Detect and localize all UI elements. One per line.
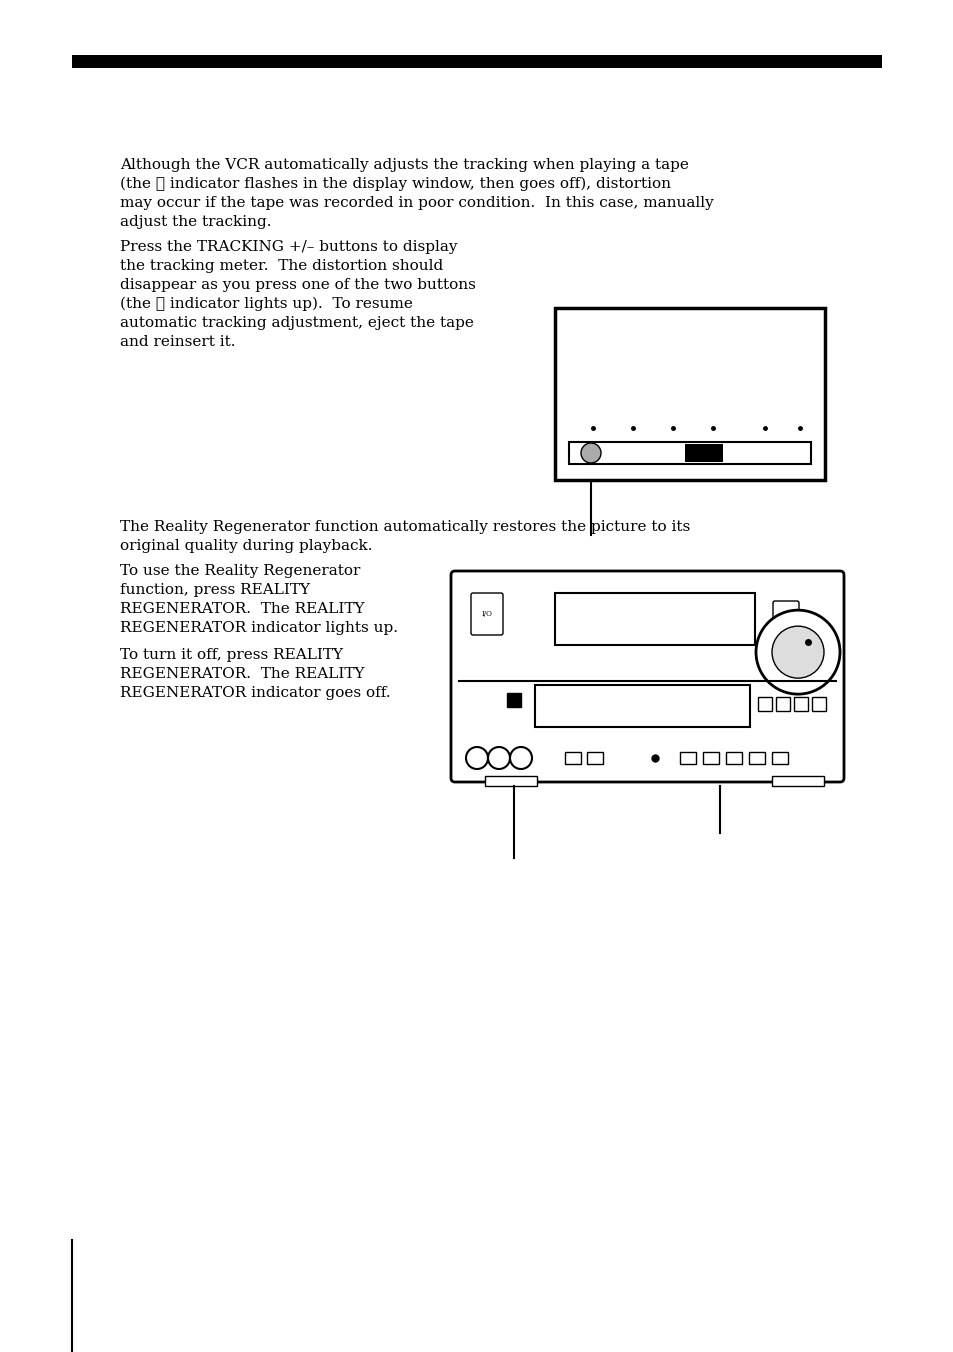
Bar — [758, 696, 771, 711]
Text: (the Ⓣ indicator lights up).  To resume: (the Ⓣ indicator lights up). To resume — [120, 297, 413, 311]
Bar — [555, 594, 754, 645]
Text: function, press REALITY: function, press REALITY — [120, 583, 310, 598]
Bar — [684, 443, 722, 462]
Text: and reinsert it.: and reinsert it. — [120, 335, 235, 349]
Text: Press the TRACKING +/– buttons to display: Press the TRACKING +/– buttons to displa… — [120, 241, 457, 254]
Bar — [506, 692, 520, 707]
Bar — [771, 776, 823, 786]
Bar — [564, 752, 580, 764]
Bar — [535, 684, 749, 726]
Circle shape — [755, 610, 840, 694]
FancyBboxPatch shape — [772, 602, 799, 627]
Text: original quality during playback.: original quality during playback. — [120, 539, 372, 553]
Circle shape — [771, 626, 823, 679]
Text: may occur if the tape was recorded in poor condition.  In this case, manually: may occur if the tape was recorded in po… — [120, 196, 713, 210]
Bar — [811, 696, 825, 711]
Bar — [484, 776, 537, 786]
Bar — [568, 442, 810, 464]
Bar — [775, 696, 789, 711]
Text: To use the Reality Regenerator: To use the Reality Regenerator — [120, 564, 360, 579]
Bar — [725, 752, 741, 764]
Circle shape — [580, 443, 600, 462]
Text: The Reality Regenerator function automatically restores the picture to its: The Reality Regenerator function automat… — [120, 521, 690, 534]
FancyBboxPatch shape — [471, 594, 502, 635]
Text: REGENERATOR indicator lights up.: REGENERATOR indicator lights up. — [120, 621, 397, 635]
Text: (the Ⓣ indicator flashes in the display window, then goes off), distortion: (the Ⓣ indicator flashes in the display … — [120, 177, 670, 192]
Bar — [71, 55, 882, 68]
Bar — [793, 696, 807, 711]
Text: I/O: I/O — [481, 610, 492, 618]
Circle shape — [510, 748, 532, 769]
Text: disappear as you press one of the two buttons: disappear as you press one of the two bu… — [120, 279, 476, 292]
Circle shape — [488, 748, 510, 769]
Bar — [748, 752, 764, 764]
Bar — [586, 752, 602, 764]
Text: automatic tracking adjustment, eject the tape: automatic tracking adjustment, eject the… — [120, 316, 474, 330]
Text: the tracking meter.  The distortion should: the tracking meter. The distortion shoul… — [120, 260, 443, 273]
Bar — [771, 752, 787, 764]
Text: Although the VCR automatically adjusts the tracking when playing a tape: Although the VCR automatically adjusts t… — [120, 158, 688, 172]
Bar — [702, 752, 719, 764]
FancyBboxPatch shape — [451, 571, 843, 781]
Text: REGENERATOR.  The REALITY: REGENERATOR. The REALITY — [120, 602, 364, 617]
Text: adjust the tracking.: adjust the tracking. — [120, 215, 272, 228]
Text: REGENERATOR indicator goes off.: REGENERATOR indicator goes off. — [120, 685, 390, 700]
Text: REGENERATOR.  The REALITY: REGENERATOR. The REALITY — [120, 667, 364, 681]
Bar — [679, 752, 696, 764]
Circle shape — [465, 748, 488, 769]
Bar — [555, 308, 824, 480]
Text: To turn it off, press REALITY: To turn it off, press REALITY — [120, 648, 343, 662]
